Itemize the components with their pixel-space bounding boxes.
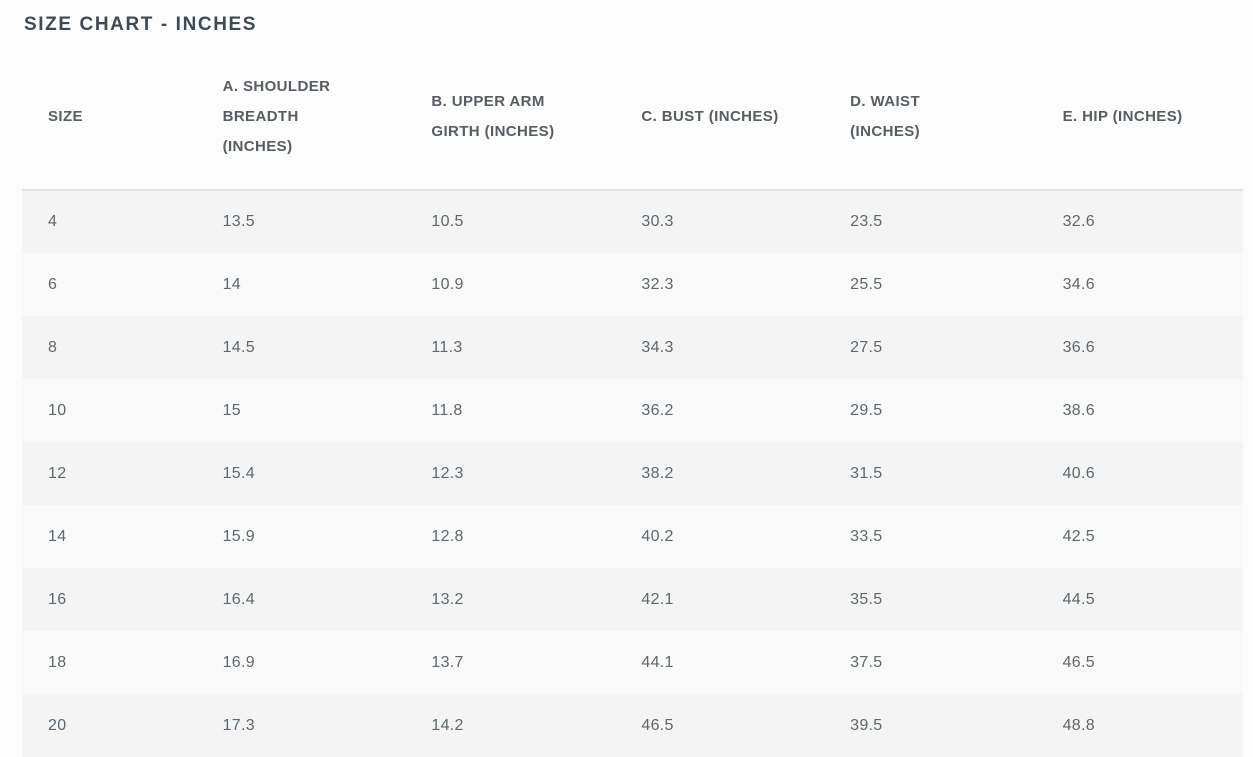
measurement-cell: 10.5 <box>431 213 464 230</box>
measurement-cell: 46.5 <box>641 716 674 734</box>
measurement-cell: 13.2 <box>431 590 464 608</box>
size-cell: 8 <box>48 338 58 356</box>
measurement-cell: 35.5 <box>850 590 883 608</box>
size-cell: 14 <box>48 527 67 545</box>
measurement-cell: 10.9 <box>431 275 464 293</box>
measurement-cell: 27.5 <box>850 338 883 356</box>
size-cell: 10 <box>48 401 67 419</box>
measurement-cell: 32.3 <box>641 275 674 293</box>
size-chart-table: SIZE A. SHOULDER BREADTH (INCHES) B. UPPER… <box>22 44 1243 757</box>
measurement-cell: 14 <box>222 275 241 293</box>
column-header-upper_arm: B. UPPER ARM GIRTH (INCHES) <box>405 44 616 191</box>
measurement-cell: 13.5 <box>222 213 255 230</box>
measurement-cell: 11.3 <box>431 338 463 356</box>
measurement-cell: 33.5 <box>850 527 883 545</box>
measurement-cell: 17.3 <box>222 716 255 734</box>
measurement-cell: 44.5 <box>1062 590 1095 608</box>
measurement-cell: 12.3 <box>431 464 464 482</box>
page-title: SIZE CHART - INCHES <box>24 14 258 35</box>
measurement-cell: 42.5 <box>1062 527 1095 545</box>
measurement-cell: 42.1 <box>641 590 674 608</box>
size-cell: 16 <box>48 590 67 608</box>
measurement-cell: 44.1 <box>641 653 674 671</box>
table-row: 20 17.3 14.2 46.5 39.5 48.8 <box>22 694 1243 757</box>
measurement-cell: 15.4 <box>222 464 255 482</box>
size-cell: 20 <box>48 716 67 734</box>
measurement-cell: 34.3 <box>641 338 674 356</box>
measurement-cell: 37.5 <box>850 653 883 671</box>
size-cell: 4 <box>48 213 58 230</box>
table-row: 8 14.5 11.3 34.3 27.5 36.6 <box>22 316 1243 379</box>
measurement-cell: 14.5 <box>222 338 255 356</box>
table-row: 4 13.5 10.5 30.3 23.5 32.6 <box>22 190 1243 253</box>
measurement-cell: 34.6 <box>1062 275 1095 293</box>
measurement-cell: 40.6 <box>1062 464 1095 482</box>
measurement-cell: 38.2 <box>641 464 674 482</box>
column-header-shoulder: A. SHOULDER BREADTH (INCHES) <box>196 44 406 191</box>
measurement-cell: 36.2 <box>641 401 674 419</box>
column-header-size: SIZE <box>22 44 197 191</box>
measurement-cell: 25.5 <box>850 275 883 293</box>
measurement-cell: 31.5 <box>850 464 883 482</box>
measurement-cell: 12.8 <box>431 527 464 545</box>
measurement-cell: 14.2 <box>431 716 464 734</box>
column-header-hip: E. HIP (INCHES) <box>1036 44 1243 191</box>
table-row: 6 14 10.9 32.3 25.5 34.6 <box>22 253 1243 316</box>
measurement-cell: 40.2 <box>641 527 674 545</box>
column-header-bust: C. BUST (INCHES) <box>615 44 825 191</box>
measurement-cell: 16.9 <box>222 653 255 671</box>
measurement-cell: 15 <box>222 401 241 419</box>
table-row: 18 16.9 13.7 44.1 37.5 46.5 <box>22 631 1243 694</box>
table-row: 16 16.4 13.2 42.1 35.5 44.5 <box>22 568 1243 631</box>
size-cell: 18 <box>48 653 67 671</box>
measurement-cell: 38.6 <box>1062 401 1095 419</box>
table-row: 12 15.4 12.3 38.2 31.5 40.6 <box>22 442 1243 505</box>
table-body: 4 13.5 10.5 30.3 23.5 32.6 6 14 10.9 32.3 25.5 34.6… <box>22 190 1243 757</box>
table-row: 10 15 11.8 36.2 29.5 38.6 <box>22 379 1243 442</box>
measurement-cell: 39.5 <box>850 716 883 734</box>
table-header-row: SIZE A. SHOULDER BREADTH (INCHES) B. UPPER… <box>22 44 1243 191</box>
measurement-cell: 46.5 <box>1062 653 1095 671</box>
measurement-cell: 15.9 <box>222 527 255 545</box>
table-header: SIZE A. SHOULDER BREADTH (INCHES) B. UPPER… <box>22 44 1243 191</box>
measurement-cell: 48.8 <box>1062 716 1095 734</box>
size-cell: 12 <box>48 464 67 482</box>
measurement-cell: 32.6 <box>1062 213 1095 230</box>
measurement-cell: 16.4 <box>222 590 255 608</box>
table-row: 14 15.9 12.8 40.2 33.5 42.5 <box>22 505 1243 568</box>
column-header-waist: D. WAIST (INCHES) <box>824 44 1037 191</box>
measurement-cell: 13.7 <box>431 653 464 671</box>
measurement-cell: 30.3 <box>641 213 674 230</box>
measurement-cell: 11.8 <box>431 401 463 419</box>
measurement-cell: 29.5 <box>850 401 883 419</box>
measurement-cell: 36.6 <box>1062 338 1095 356</box>
size-cell: 6 <box>48 275 58 293</box>
measurement-cell: 23.5 <box>850 213 883 230</box>
